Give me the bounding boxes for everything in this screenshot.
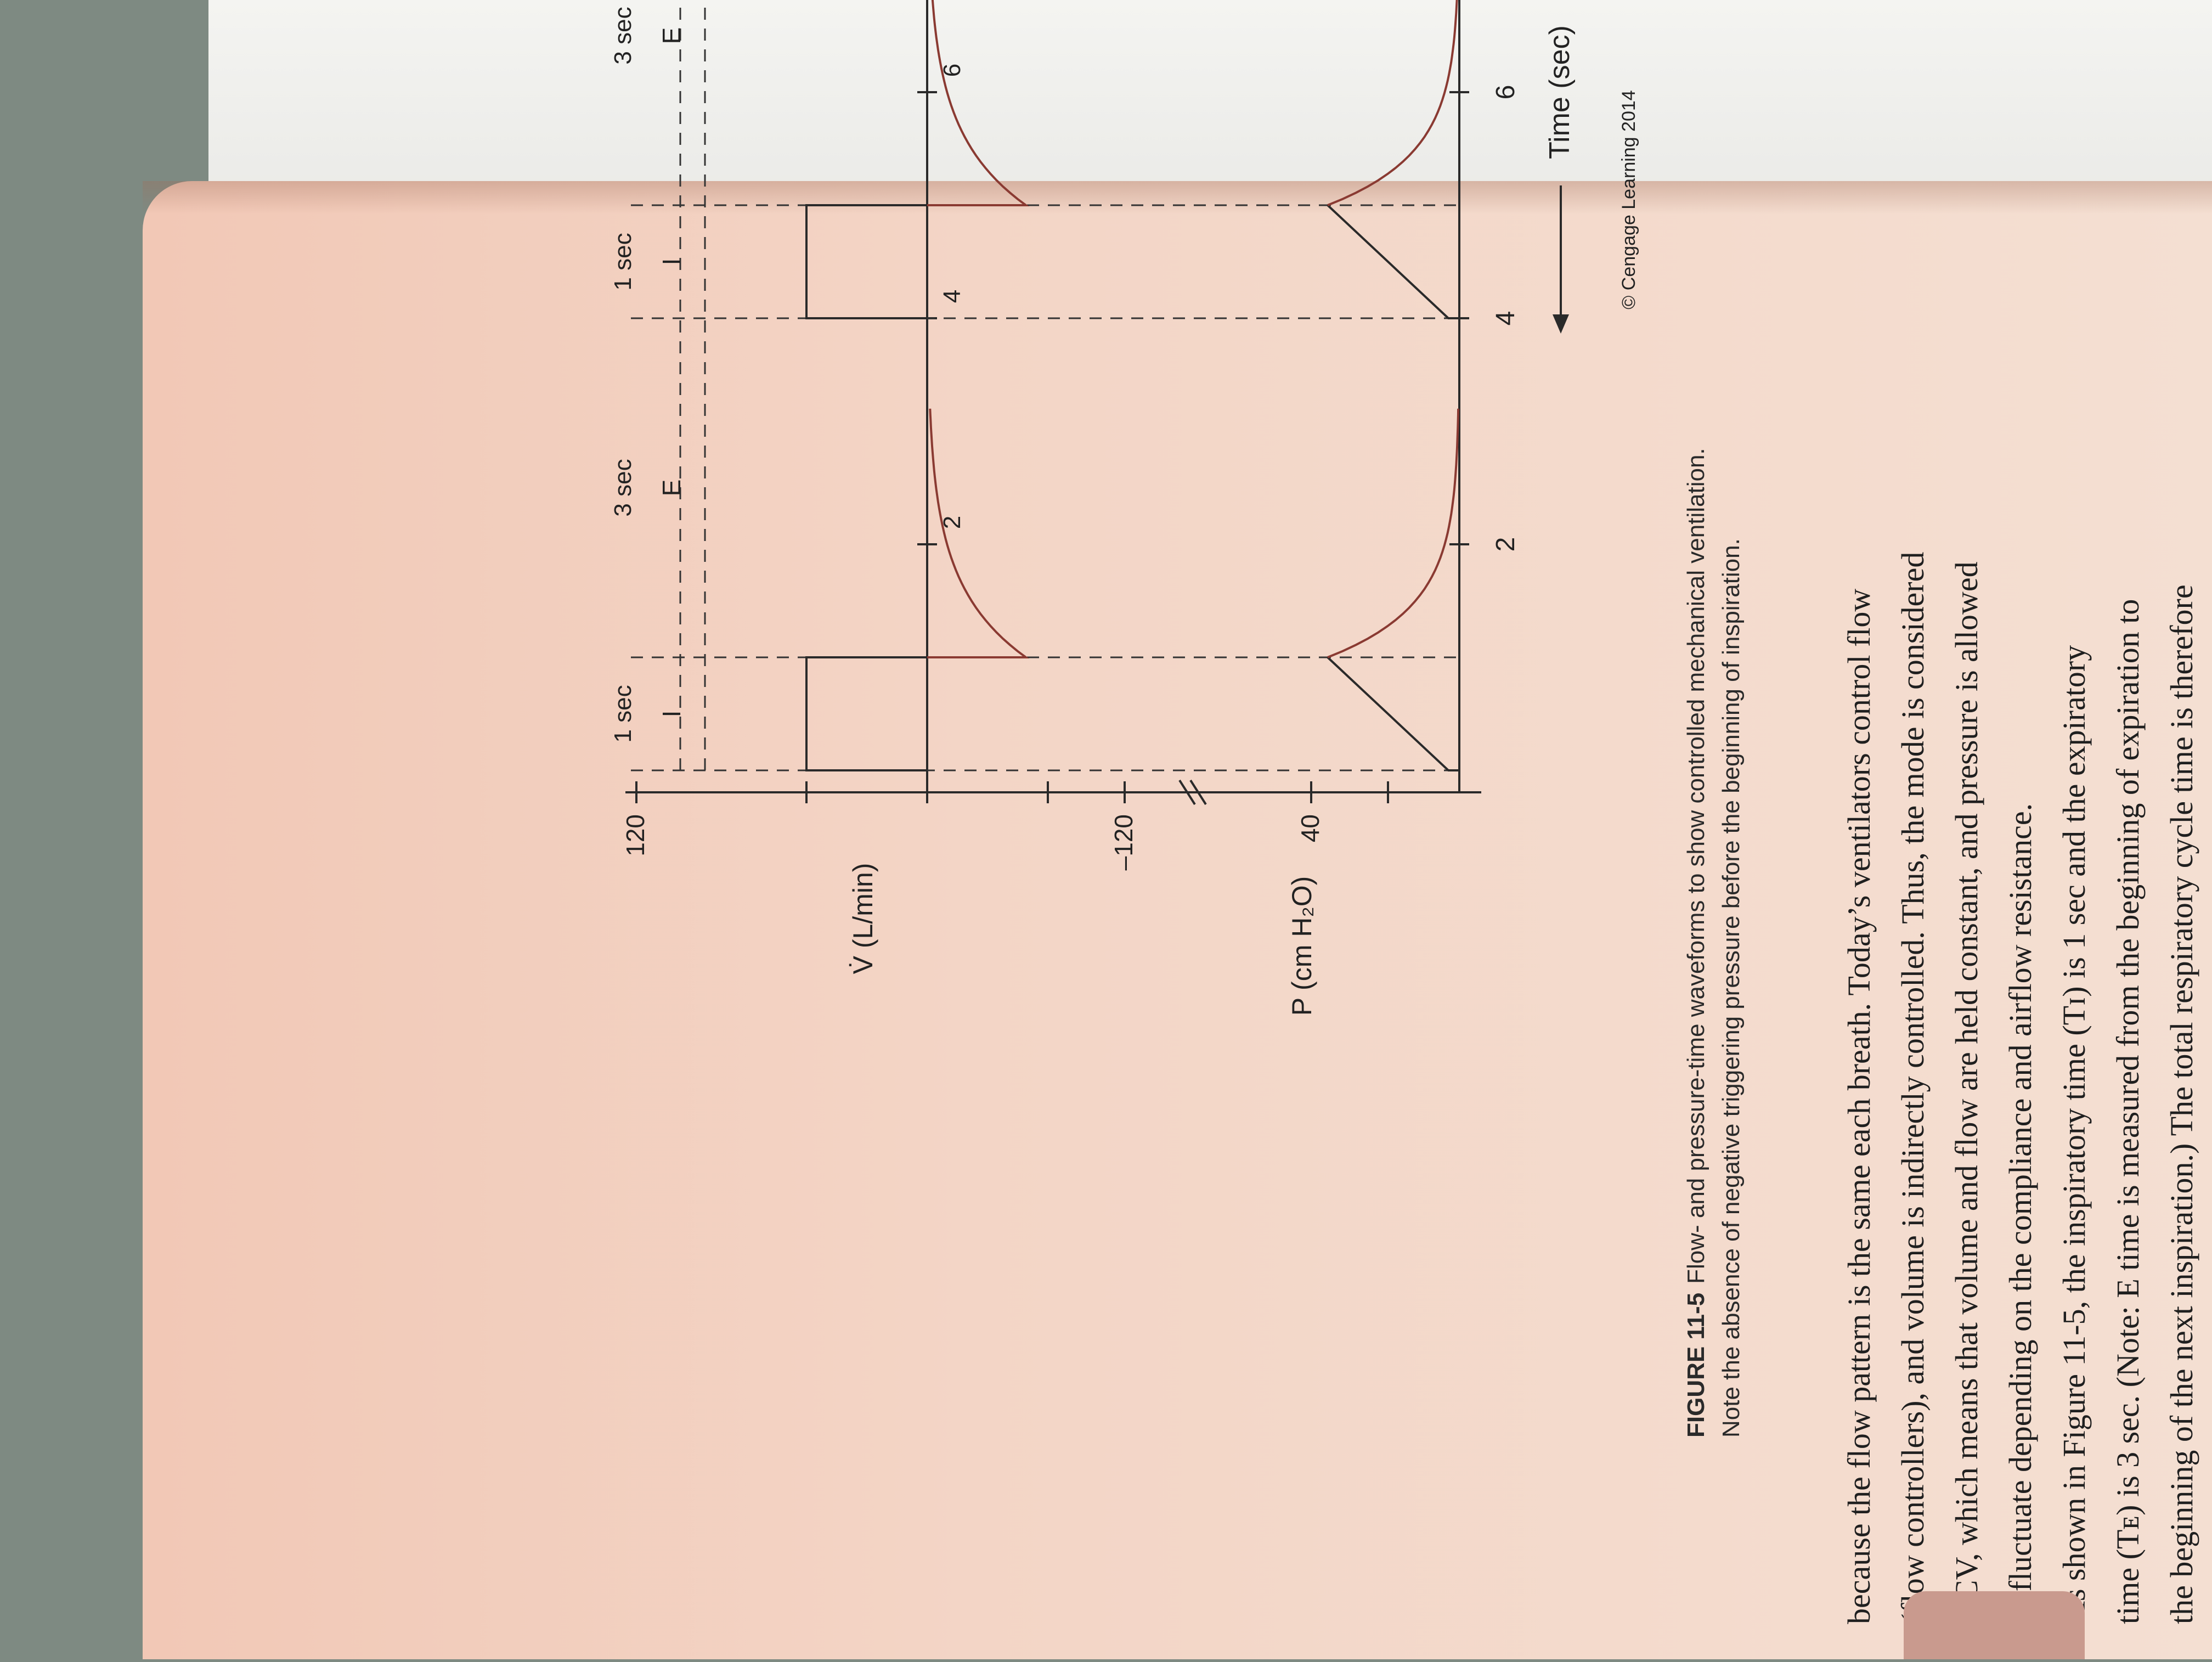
flow-expiration-mark	[927, 408, 1030, 658]
waveforms	[805, 0, 1460, 771]
body-line: because the flow pattern is the same eac…	[1841, 588, 1877, 1624]
caption-line-1: FIGURE 11-5 Flow- and pressure-time wavef…	[1679, 176, 1714, 1438]
time-gridlines	[631, 0, 1459, 771]
i-duration-label: 1 sec	[610, 685, 636, 742]
e-label: E	[657, 480, 686, 497]
i-duration-label: 1 sec	[610, 233, 636, 290]
figure-axes	[625, 0, 1481, 805]
e-duration-label: 3 sec	[610, 459, 636, 516]
flow-axis-number: 6	[939, 64, 966, 77]
pressure-expiration-mark	[1327, 0, 1460, 206]
body-line: the beginning of the next inspiration.) …	[2164, 584, 2199, 1624]
flow-axis-label: V̇ (L/min)	[848, 863, 878, 974]
pressure-tick-label: 40	[1296, 814, 1324, 842]
book-page	[143, 181, 2212, 1659]
body-line: VCV, which means that volume and flow ar…	[1949, 561, 1984, 1624]
axis-break-mark	[1178, 779, 1196, 805]
flow-inspiration-mark	[805, 204, 927, 319]
flow-axis-number: 2	[939, 516, 966, 529]
time-arrow-left-head	[1553, 314, 1569, 334]
page-tab-marker	[1904, 1591, 2085, 1659]
time-tick-label: 2	[1491, 537, 1520, 552]
flow-expiration-mark	[927, 0, 1030, 206]
pressure-expiration-mark	[1327, 408, 1460, 658]
axis-break-mark	[1189, 779, 1207, 805]
pressure-axis-label: P (cm H₂O)	[1286, 876, 1317, 1016]
body-line: As shown in Figure 11-5, the inspiratory…	[2056, 645, 2092, 1624]
pressure-inspiration-mark	[1327, 204, 1459, 319]
caption-text-1: Flow- and pressure-time waveforms to sho…	[1683, 448, 1709, 1284]
e-duration-label: 3 sec	[610, 7, 636, 64]
time-tick-label: 6	[1491, 85, 1520, 100]
caption-label: FIGURE 11-5	[1683, 1292, 1709, 1438]
flow-axis-number: 4	[939, 290, 966, 303]
time-axis-label: Time (sec)	[1544, 25, 1576, 159]
pressure-inspiration-mark	[1327, 656, 1459, 771]
flow-tick-label: 120	[621, 814, 650, 857]
time-tick-label: 4	[1491, 311, 1520, 326]
caption-line-2: Note the absence of negative triggering …	[1718, 538, 1745, 1438]
flow-tick-label: –120	[1109, 814, 1138, 870]
body-line: to fluctuate depending on the compliance…	[2002, 803, 2038, 1624]
body-paragraph: because the flow pattern is the same eac…	[1832, 33, 2209, 1624]
i-label: I	[657, 258, 686, 266]
figure-caption: FIGURE 11-5 Flow- and pressure-time wavef…	[1679, 176, 1843, 1438]
body-line: (flow controllers), and volume is indire…	[1895, 551, 1931, 1624]
flow-inspiration-mark	[805, 656, 927, 771]
body-line: time (Tᴇ) is 3 sec. (Note: E time is mea…	[2110, 599, 2146, 1624]
copyright-text: © Cengage Learning 2014	[1618, 90, 1639, 309]
i-label: I	[657, 711, 686, 718]
page-gutter-shadow	[143, 181, 2212, 214]
e-label: E	[657, 27, 686, 44]
